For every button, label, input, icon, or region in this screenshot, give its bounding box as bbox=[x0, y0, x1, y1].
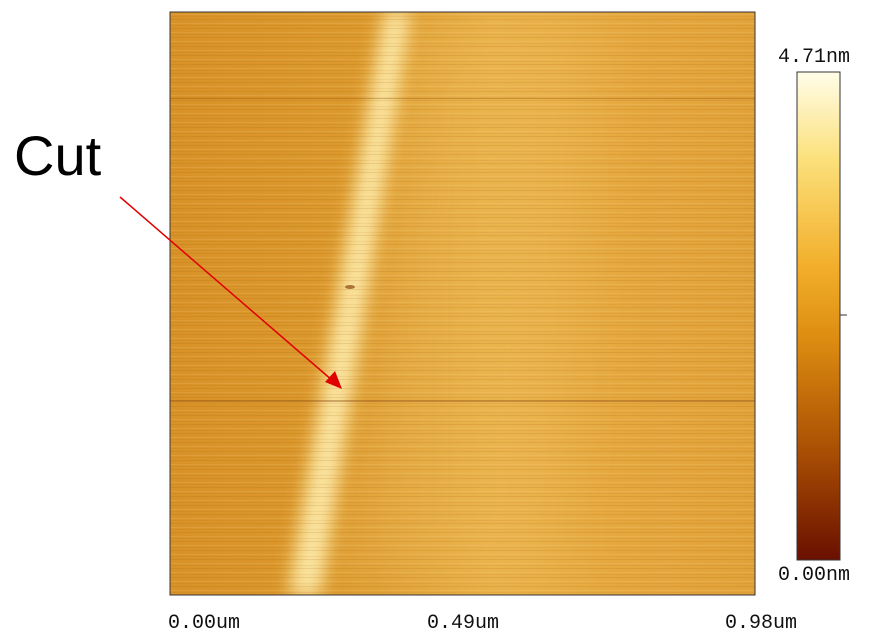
colorbar-min-label: 0.00nm bbox=[778, 564, 850, 587]
x-label: 0.98um bbox=[725, 612, 797, 635]
x-label: 0.00um bbox=[168, 612, 240, 635]
annotation: Cut bbox=[14, 124, 102, 187]
afm-figure: 4.71nm 0.00nm 0.00um 0.49um 0.98um Cut bbox=[0, 0, 880, 635]
colorbar bbox=[797, 72, 840, 560]
x-label: 0.49um bbox=[427, 612, 499, 635]
colorbar-max-label: 4.71nm bbox=[778, 46, 850, 69]
afm-image bbox=[170, 12, 755, 595]
